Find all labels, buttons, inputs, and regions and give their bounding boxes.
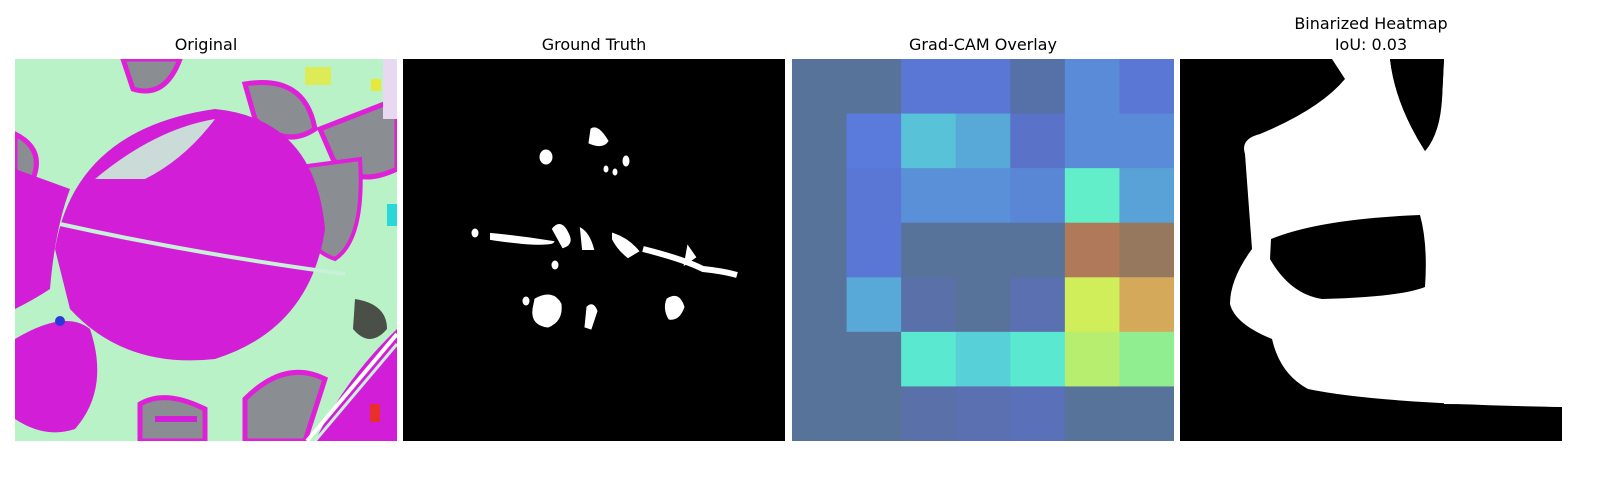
original-image	[15, 59, 397, 441]
heatmap-cell	[1064, 168, 1120, 224]
gradcam-heatmap	[792, 59, 1174, 441]
heatmap-cell	[1010, 222, 1066, 278]
heatmap-cell	[1064, 277, 1120, 333]
original-panel: Original	[15, 0, 397, 500]
heatmap-cell	[792, 277, 848, 333]
heatmap-cell	[955, 277, 1011, 333]
heatmap-cell	[955, 386, 1011, 441]
heatmap-cell	[955, 168, 1011, 224]
heatmap-cell	[846, 113, 902, 169]
heatmap-cell	[1064, 331, 1120, 387]
original-title: Original	[174, 35, 238, 54]
heatmap-cell	[901, 277, 957, 333]
heatmap-cell	[955, 222, 1011, 278]
heatmap-cell	[1119, 277, 1174, 333]
heatmap-cell	[792, 168, 848, 224]
heatmap-cell	[846, 277, 902, 333]
heatmap-cell	[955, 113, 1011, 169]
heatmap-cell	[955, 59, 1011, 115]
heatmap-cell	[1119, 113, 1174, 169]
heatmap-cell	[1064, 386, 1120, 441]
heatmap-cell	[1064, 113, 1120, 169]
heatmap-cell	[846, 331, 902, 387]
heatmap-cell	[792, 222, 848, 278]
heatmap-cell	[846, 59, 902, 115]
heatmap-cell	[1010, 386, 1066, 441]
ground-truth-panel: Ground Truth	[403, 0, 785, 500]
heatmap-cell	[901, 59, 957, 115]
gradcam-panel: Grad-CAM Overlay	[792, 0, 1174, 500]
heatmap-cell	[846, 386, 902, 441]
heatmap-cell	[901, 222, 957, 278]
iou-label: IoU: 0.03	[1334, 35, 1408, 54]
heatmap-cell	[1010, 331, 1066, 387]
heatmap-cell	[1119, 222, 1174, 278]
heatmap-cell	[1119, 59, 1174, 115]
heatmap-cell	[901, 331, 957, 387]
heatmap-cell	[1119, 168, 1174, 224]
heatmap-cell	[1010, 277, 1066, 333]
heatmap-cell	[1064, 222, 1120, 278]
heatmap-cell	[792, 59, 848, 115]
heatmap-cell	[901, 386, 957, 441]
heatmap-cell	[1010, 59, 1066, 115]
ground-truth-title: Ground Truth	[541, 35, 647, 54]
heatmap-cell	[1010, 113, 1066, 169]
heatmap-cell	[792, 113, 848, 169]
heatmap-cell	[792, 386, 848, 441]
heatmap-cell	[1119, 386, 1174, 441]
heatmap-cell	[792, 331, 848, 387]
binarized-mask	[1180, 59, 1562, 441]
heatmap-cell	[1064, 59, 1120, 115]
heatmap-cell	[901, 168, 957, 224]
heatmap-cell	[1119, 331, 1174, 387]
heatmap-cell	[955, 331, 1011, 387]
ground-truth-mask	[403, 59, 785, 441]
heatmap-cell	[901, 113, 957, 169]
gradcam-title: Grad-CAM Overlay	[909, 35, 1057, 54]
binarized-panel: Binarized Heatmap IoU: 0.03	[1180, 0, 1562, 500]
heatmap-cell	[846, 168, 902, 224]
heatmap-cell	[1010, 168, 1066, 224]
heatmap-cell	[846, 222, 902, 278]
binarized-title: Binarized Heatmap	[1294, 14, 1448, 33]
